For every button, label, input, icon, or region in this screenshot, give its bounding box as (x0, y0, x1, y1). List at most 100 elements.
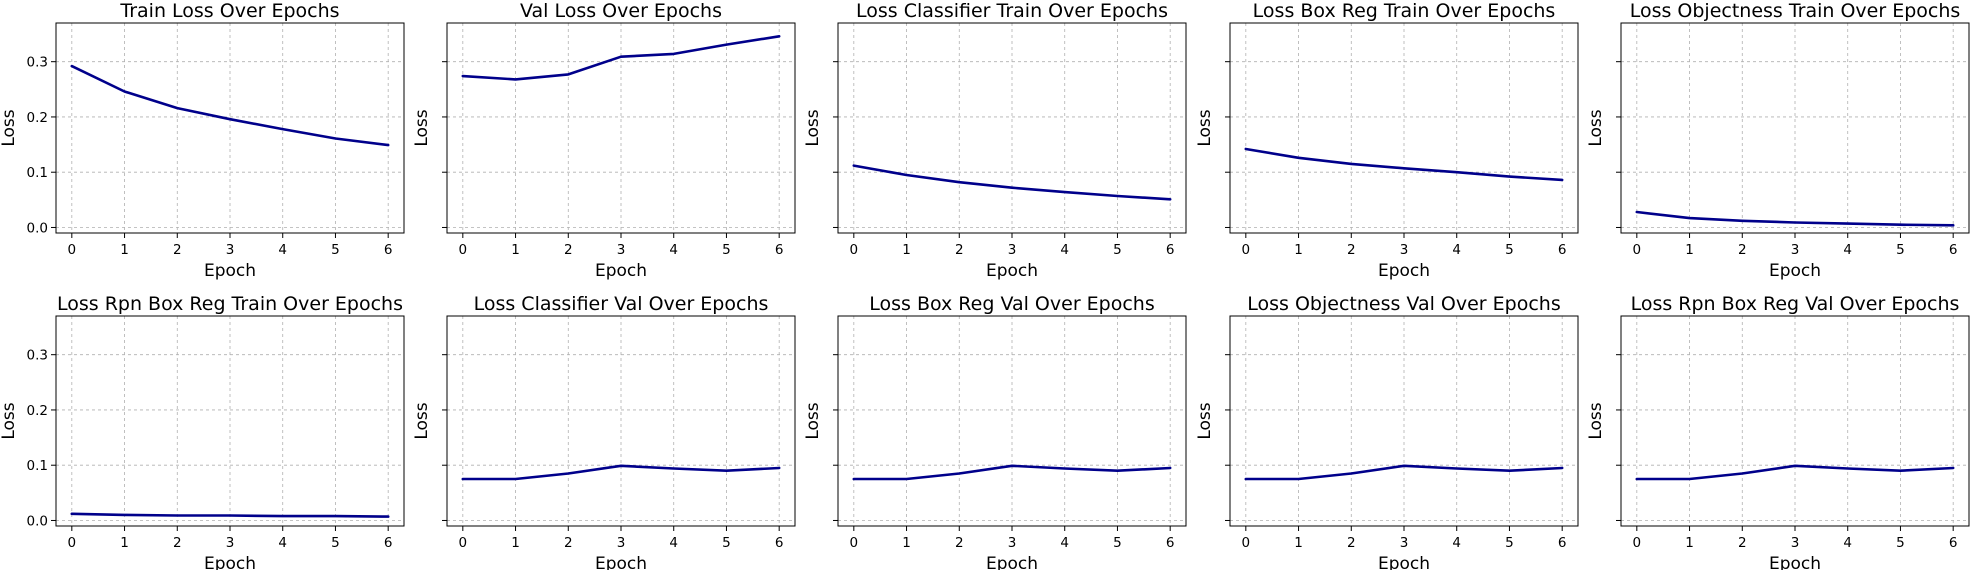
x-axis-label: Epoch (1378, 554, 1430, 570)
y-axis-label: Loss (1586, 402, 1606, 439)
x-tick-label: 1 (511, 535, 520, 551)
x-tick-label: 6 (384, 535, 393, 551)
chart-title: Val Loss Over Epochs (520, 0, 722, 22)
x-tick-label: 0 (1242, 242, 1251, 258)
x-tick-label: 4 (1452, 535, 1461, 551)
chart-title: Loss Rpn Box Reg Train Over Epochs (57, 293, 403, 315)
x-tick-label: 4 (669, 242, 678, 258)
loss-series-line (1244, 464, 1564, 481)
x-tick-label: 3 (617, 242, 626, 258)
x-axis-label: Epoch (204, 261, 256, 281)
chart-title: Loss Box Reg Val Over Epochs (869, 293, 1155, 315)
plot-frame (1229, 22, 1579, 234)
y-tick-label: 0.1 (27, 165, 48, 181)
x-tick-label: 2 (1738, 535, 1747, 551)
x-tick-label: 3 (617, 535, 626, 551)
x-tick-label: 1 (1685, 242, 1694, 258)
x-axis-label: Epoch (1769, 554, 1821, 570)
x-tick-label: 4 (1843, 242, 1852, 258)
loss-series-line (852, 464, 1172, 481)
x-tick-label: 5 (1113, 242, 1122, 258)
x-tick-label: 6 (1558, 242, 1567, 258)
loss-series-line (70, 512, 390, 518)
x-tick-label: 2 (1347, 535, 1356, 551)
x-tick-label: 6 (775, 242, 784, 258)
chart-title: Train Loss Over Epochs (119, 0, 339, 22)
chart-title: Loss Objectness Val Over Epochs (1247, 293, 1560, 315)
x-tick-label: 6 (384, 242, 393, 258)
chart-panel-1: 0.0 0.1 0.2 0.3 0 1 2 3 4 5 6 Train Loss Over Epoch… (0, 0, 405, 281)
x-tick-label: 0 (850, 242, 859, 258)
x-tick-label: 2 (955, 242, 964, 258)
x-tick-label: 5 (331, 535, 340, 551)
x-tick-label: 5 (331, 242, 340, 258)
chart-title: Loss Rpn Box Reg Val Over Epochs (1631, 293, 1960, 315)
chart-panel-8: 0 1 2 3 4 5 6 Loss Box Reg Val Over Epochs Epoch… (803, 293, 1187, 570)
loss-series-line (1244, 147, 1564, 182)
x-tick-label: 0 (68, 535, 77, 551)
chart-panel-2: 0 1 2 3 4 5 6 Val Loss Over Epochs Epoch Loss (412, 0, 796, 281)
y-tick-label: 0.1 (27, 458, 48, 474)
x-tick-label: 3 (1791, 242, 1800, 258)
x-tick-label: 0 (1633, 242, 1642, 258)
y-axis-label: Loss (803, 109, 823, 146)
x-tick-label: 4 (1060, 535, 1069, 551)
x-tick-label: 1 (902, 535, 911, 551)
y-tick-label: 0.3 (27, 55, 48, 71)
y-axis-label: Loss (412, 109, 432, 146)
loss-series-line (461, 464, 781, 481)
y-axis-label: Loss (1195, 402, 1215, 439)
x-tick-label: 2 (173, 242, 182, 258)
chart-panel-9: 0 1 2 3 4 5 6 Loss Objectness Val Over Epochs Ep… (1195, 293, 1579, 570)
x-tick-label: 3 (1008, 535, 1017, 551)
x-tick-label: 1 (1294, 535, 1303, 551)
x-tick-label: 5 (1896, 535, 1905, 551)
chart-panel-3: 0 1 2 3 4 5 6 Loss Classifier Train Over Epochs… (803, 0, 1187, 281)
plot-frame (55, 315, 405, 527)
plot-frame (446, 22, 796, 234)
x-tick-label: 4 (278, 535, 287, 551)
x-axis-label: Epoch (595, 261, 647, 281)
x-tick-label: 4 (278, 242, 287, 258)
x-tick-label: 1 (120, 535, 129, 551)
plot-frame (1620, 315, 1970, 527)
x-tick-label: 6 (1166, 535, 1175, 551)
x-tick-label: 6 (1949, 242, 1958, 258)
y-axis-label: Loss (0, 109, 19, 146)
x-tick-label: 2 (173, 535, 182, 551)
x-tick-label: 3 (226, 535, 235, 551)
x-tick-label: 1 (511, 242, 520, 258)
y-tick-label: 0.3 (27, 348, 48, 364)
x-axis-label: Epoch (986, 554, 1038, 570)
x-tick-label: 4 (669, 535, 678, 551)
plot-frame (55, 22, 405, 234)
chart-panel-7: 0 1 2 3 4 5 6 Loss Classifier Val Over Epochs Ep… (412, 293, 796, 570)
x-tick-label: 5 (722, 535, 731, 551)
plot-frame (837, 22, 1187, 234)
x-axis-label: Epoch (595, 554, 647, 570)
plot-frame (1229, 315, 1579, 527)
loss-series-line (70, 64, 390, 147)
x-tick-label: 2 (564, 242, 573, 258)
x-tick-label: 5 (1505, 535, 1514, 551)
y-tick-label: 0.0 (27, 220, 48, 236)
loss-series-line (461, 34, 781, 81)
x-tick-label: 5 (722, 242, 731, 258)
x-axis-label: Epoch (1378, 261, 1430, 281)
y-axis-label: Loss (412, 402, 432, 439)
x-tick-label: 3 (1008, 242, 1017, 258)
loss-series-line (1635, 210, 1955, 227)
x-axis-label: Epoch (204, 554, 256, 570)
chart-panel-10: 0 1 2 3 4 5 6 Loss Rpn Box Reg Val Over Epochs E… (1586, 293, 1970, 570)
x-tick-label: 3 (226, 242, 235, 258)
x-tick-label: 2 (955, 535, 964, 551)
x-tick-label: 4 (1060, 242, 1069, 258)
x-tick-label: 1 (902, 242, 911, 258)
y-tick-label: 0.2 (27, 403, 48, 419)
x-tick-label: 4 (1452, 242, 1461, 258)
x-tick-label: 1 (1685, 535, 1694, 551)
x-tick-label: 5 (1113, 535, 1122, 551)
y-axis-label: Loss (1195, 109, 1215, 146)
x-tick-label: 1 (1294, 242, 1303, 258)
